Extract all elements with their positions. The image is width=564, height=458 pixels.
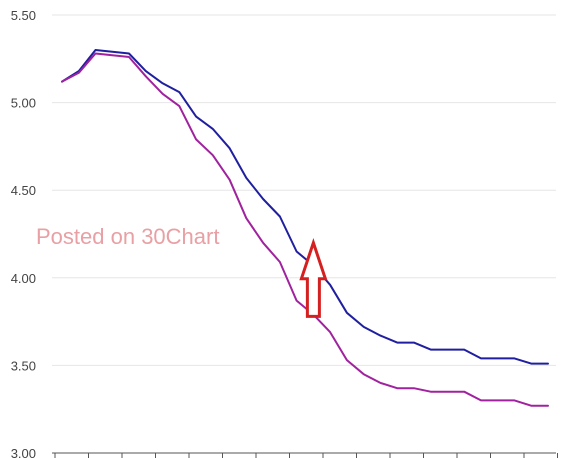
annotations — [299, 238, 328, 318]
y-tick-label: 5.00 — [11, 96, 36, 111]
y-axis-tick-labels: 3.00 3.50 4.00 4.50 5.00 5.50 — [11, 8, 36, 458]
y-tick-label: 4.50 — [11, 183, 36, 198]
up-arrow-annotation — [299, 238, 328, 318]
series-line-2 — [61, 52, 549, 407]
series-lines — [61, 49, 549, 407]
series-line-1 — [61, 49, 549, 365]
gridlines — [52, 14, 556, 366]
y-tick-label: 5.50 — [11, 8, 36, 23]
x-axis — [52, 452, 558, 458]
y-tick-label: 4.00 — [11, 271, 36, 286]
y-tick-label: 3.00 — [11, 446, 36, 458]
y-tick-label: 3.50 — [11, 358, 36, 373]
watermark-text: Posted on 30Chart — [36, 224, 220, 249]
